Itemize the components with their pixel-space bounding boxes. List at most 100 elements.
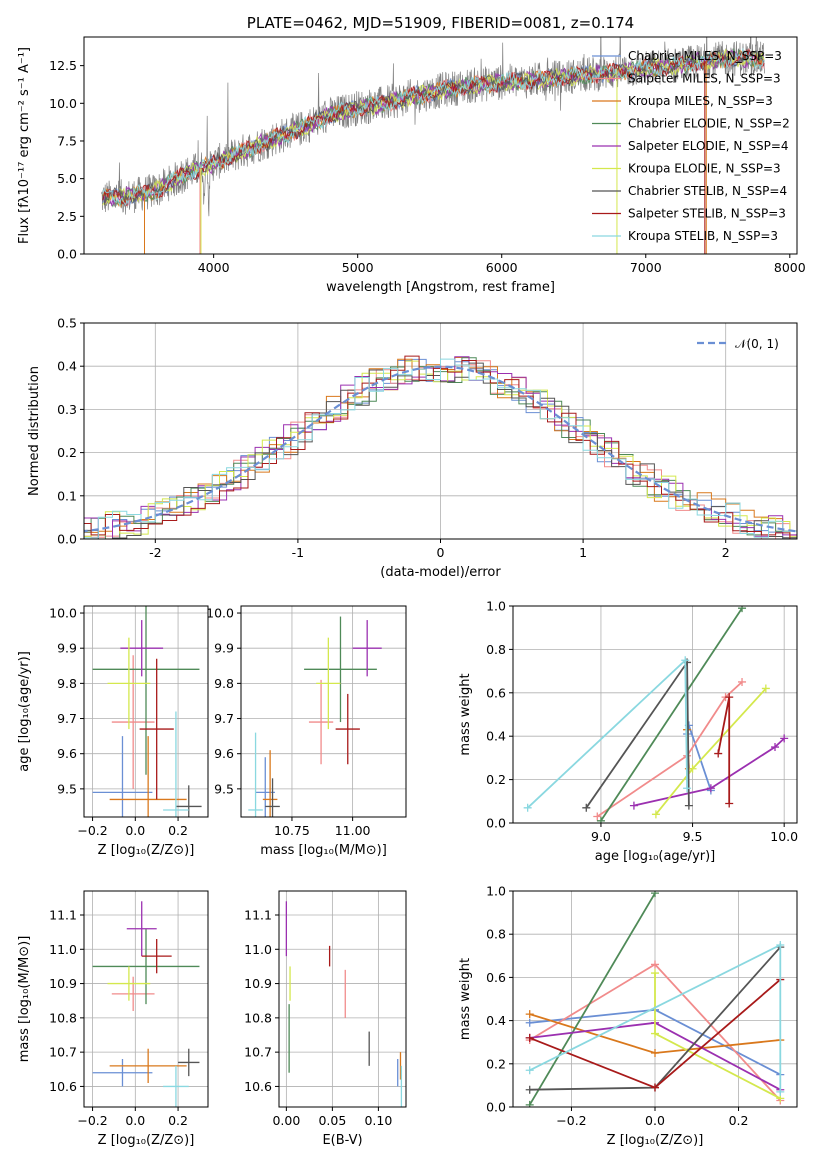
age-vs-metallicity-panel: −0.2 0.0 0.2 9.5 9.6 9.7 9.8 9.9 10.0 Z [log₁₀(Z/… bbox=[17, 605, 209, 858]
x-tick-label: 11.00 bbox=[335, 823, 371, 838]
plus-marker bbox=[714, 749, 723, 758]
y-tick-label: 7.5 bbox=[57, 133, 77, 148]
x-tick-label: 7000 bbox=[630, 260, 662, 275]
y-tick-label: 10.0 bbox=[206, 606, 234, 621]
axes-frame bbox=[512, 890, 798, 1108]
y-axis-label: mass weight bbox=[458, 958, 473, 1040]
error-bar-point bbox=[92, 928, 200, 1005]
y-tick-label: 10.8 bbox=[244, 1010, 272, 1025]
plus-marker bbox=[525, 1018, 534, 1027]
y-axis-label: age [log₁₀(age/yr)] bbox=[17, 651, 32, 772]
y-tick-label: 10.7 bbox=[244, 1045, 272, 1060]
plus-marker bbox=[651, 810, 660, 819]
y-tick-label: 0.2 bbox=[57, 445, 77, 460]
y-tick-label: 0.1 bbox=[57, 488, 77, 503]
axes-frame bbox=[278, 890, 407, 1108]
x-tick-label: 5000 bbox=[342, 260, 374, 275]
plus-marker bbox=[651, 1049, 659, 1057]
error-bar-point bbox=[107, 637, 151, 730]
y-tick-label: 11.0 bbox=[244, 942, 272, 957]
y-tick-label: 0.4 bbox=[486, 1013, 506, 1028]
plus-marker bbox=[525, 1033, 534, 1042]
error-bar-point bbox=[139, 658, 174, 800]
residual-histogram bbox=[84, 355, 797, 539]
mass-weight-line bbox=[528, 892, 656, 1106]
y-tick-label: 9.9 bbox=[57, 641, 77, 656]
x-axis-label: mass [log₁₀(M/M⊙)] bbox=[260, 843, 387, 858]
plus-marker bbox=[629, 801, 638, 810]
plot-area bbox=[92, 606, 202, 817]
x-axis-label: Z [log₁₀(Z/Z⊙)] bbox=[607, 1133, 704, 1148]
plus-marker bbox=[706, 784, 715, 793]
x-tick-label: 10.0 bbox=[770, 829, 798, 844]
x-axis-label: Z [log₁₀(Z/Z⊙)] bbox=[98, 843, 195, 858]
plus-marker bbox=[525, 1010, 534, 1019]
mass-weight-series bbox=[525, 941, 785, 1096]
y-tick-label: 0.4 bbox=[57, 359, 77, 374]
y-tick-label: 10.6 bbox=[244, 1079, 272, 1094]
mass-weight-line bbox=[600, 607, 743, 822]
plus-marker bbox=[776, 1087, 785, 1096]
plus-marker bbox=[738, 606, 747, 613]
plus-marker bbox=[525, 1066, 534, 1075]
legend-entry: Chabrier ELODIE, N_SSP=2 bbox=[628, 117, 790, 131]
plot-area bbox=[285, 901, 403, 1107]
mass-weight-line bbox=[596, 681, 743, 818]
y-tick-label: 10.0 bbox=[49, 606, 77, 621]
error-bar-point bbox=[308, 679, 334, 765]
x-tick-label: −0.2 bbox=[556, 1113, 586, 1128]
plus-marker bbox=[523, 803, 532, 812]
y-tick-label: 9.7 bbox=[214, 711, 234, 726]
x-tick-label: 0.00 bbox=[272, 1113, 300, 1128]
error-bar-point bbox=[304, 616, 377, 723]
legend-entry: Kroupa ELODIE, N_SSP=3 bbox=[628, 162, 781, 176]
y-axis-label: Flux [fλ10⁻¹⁷ erg cm⁻² s⁻¹ A⁻¹] bbox=[17, 47, 32, 244]
y-tick-label: 1.0 bbox=[486, 884, 506, 899]
y-tick-label: 11.1 bbox=[244, 908, 272, 923]
x-tick-label: 2 bbox=[722, 545, 730, 560]
error-bar-point bbox=[175, 785, 202, 817]
x-axis-label: (data-model)/error bbox=[380, 565, 501, 580]
mass-vs-ebv-panel: 0.00 0.05 0.10 10.6 10.7 10.8 10.9 11.0 11.1 E(B-… bbox=[244, 890, 407, 1148]
spectrum-legend: Chabrier MILES, N_SSP=3 Salpeter MILES, N… bbox=[592, 49, 790, 243]
plus-marker bbox=[725, 693, 734, 702]
plus-marker bbox=[683, 784, 692, 793]
x-tick-label: 0.0 bbox=[125, 823, 145, 838]
x-axis-label: Z [log₁₀(Z/Z⊙)] bbox=[98, 1133, 195, 1148]
y-tick-label: 10.0 bbox=[49, 96, 77, 111]
x-tick-label: 8000 bbox=[774, 260, 806, 275]
axes-frame bbox=[240, 605, 407, 818]
legend-entry: Salpeter STELIB, N_SSP=3 bbox=[628, 207, 786, 221]
x-tick-label: 0.10 bbox=[364, 1113, 392, 1128]
y-axis-label: mass weight bbox=[458, 673, 473, 755]
x-tick-label: -2 bbox=[149, 545, 161, 560]
model-spectrum-line bbox=[102, 47, 765, 207]
x-tick-label: 0.2 bbox=[729, 1113, 749, 1128]
age-vs-mass-panel: 10.75 11.00 9.5 9.6 9.7 9.8 9.9 10.0 mass [log₁₀… bbox=[206, 605, 407, 858]
error-bar-point bbox=[92, 1059, 153, 1087]
x-tick-label: 4000 bbox=[198, 260, 230, 275]
x-tick-label: 10.75 bbox=[274, 823, 310, 838]
plus-marker bbox=[525, 1100, 534, 1107]
y-tick-label: 0.6 bbox=[486, 970, 506, 985]
plus-marker bbox=[651, 1083, 659, 1092]
mass-weight-series bbox=[525, 1010, 785, 1057]
y-tick-label: 0.0 bbox=[486, 816, 506, 831]
mass-weight-series bbox=[651, 684, 770, 819]
legend-entry: Kroupa STELIB, N_SSP=3 bbox=[628, 229, 778, 243]
axes-frame bbox=[512, 605, 798, 824]
x-tick-label: 1 bbox=[579, 545, 587, 560]
mass-vs-metallicity-panel: −0.2 0.0 0.2 10.6 10.7 10.8 10.9 11.0 11.1 Z [log… bbox=[17, 890, 209, 1148]
y-tick-label: 0.6 bbox=[486, 685, 506, 700]
error-bar-point bbox=[120, 620, 164, 677]
plus-marker bbox=[688, 764, 697, 773]
plus-marker bbox=[780, 734, 789, 743]
x-tick-label: 0 bbox=[437, 545, 445, 560]
y-tick-label: 10.6 bbox=[49, 1079, 77, 1094]
y-tick-label: 9.8 bbox=[214, 676, 234, 691]
legend-entry: Kroupa MILES, N_SSP=3 bbox=[628, 94, 773, 108]
y-tick-label: 9.7 bbox=[57, 711, 77, 726]
plot-area bbox=[92, 901, 200, 1107]
y-tick-label: 11.0 bbox=[49, 942, 77, 957]
